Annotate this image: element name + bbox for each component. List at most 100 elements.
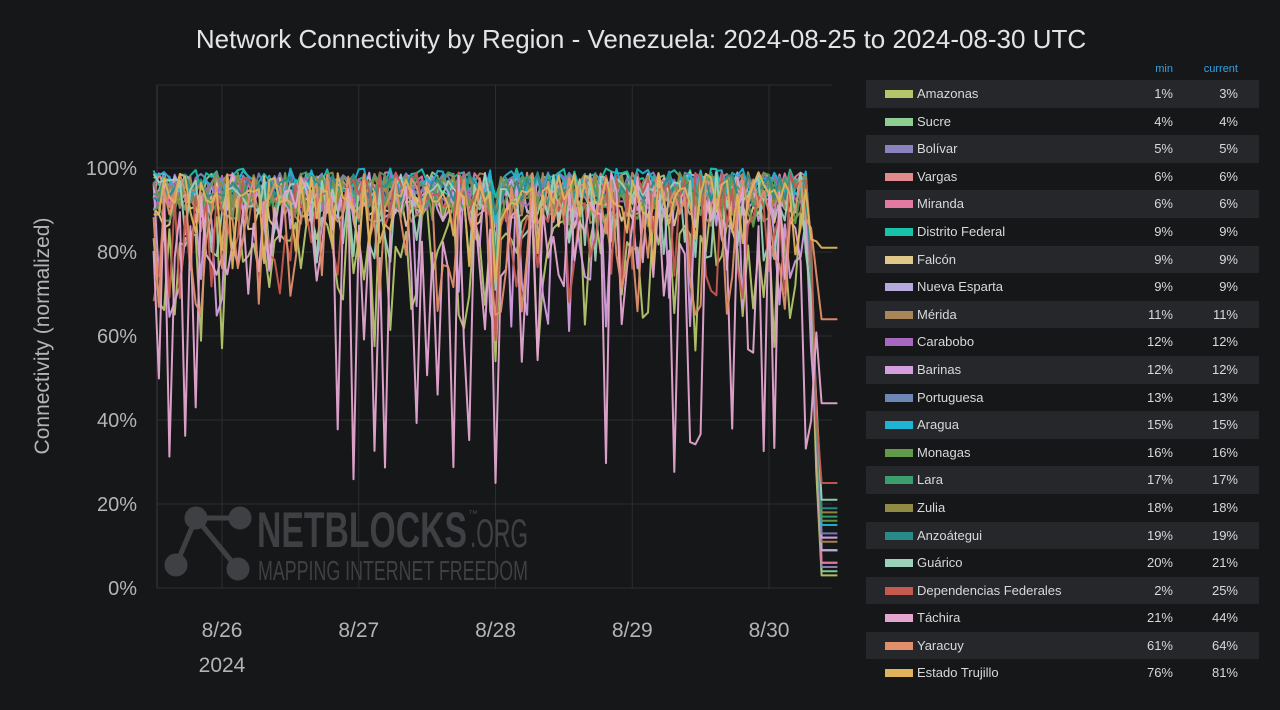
legend-current-value: 11% bbox=[1212, 306, 1238, 322]
legend-row[interactable]: Falcón 9% 9% bbox=[866, 245, 1259, 274]
legend-color-swatch bbox=[885, 283, 913, 292]
legend-current-value: 9% bbox=[1219, 251, 1238, 267]
watermark-tagline: MAPPING INTERNET FREEDOM bbox=[258, 555, 528, 586]
legend-min-value: 6% bbox=[1154, 196, 1173, 212]
legend-color-swatch bbox=[885, 503, 913, 512]
legend-row[interactable]: Táchira 21% 44% bbox=[866, 604, 1259, 632]
legend-min-value: 4% bbox=[1154, 113, 1173, 129]
legend-current-value: 6% bbox=[1219, 196, 1238, 212]
legend-series-name[interactable]: Distrito Federal bbox=[917, 223, 1006, 239]
legend-color-swatch bbox=[885, 200, 913, 209]
x-tick-year-label: 2024 bbox=[199, 654, 246, 677]
legend-series-name[interactable]: Dependencias Federales bbox=[917, 582, 1062, 598]
legend-color-swatch bbox=[885, 365, 913, 374]
legend-row[interactable]: Estado Trujillo 76% 81% bbox=[866, 659, 1259, 687]
legend-series-name[interactable]: Falcón bbox=[917, 251, 957, 267]
legend-series-name[interactable]: Bolívar bbox=[917, 141, 958, 157]
legend-series-name[interactable]: Barinas bbox=[917, 361, 962, 377]
legend-row[interactable]: Aragua 15% 15% bbox=[866, 411, 1259, 439]
y-tick-label: 0% bbox=[108, 578, 137, 600]
legend-min-value: 11% bbox=[1147, 306, 1173, 322]
legend-series-name[interactable]: Nueva Esparta bbox=[917, 279, 1003, 295]
legend-row[interactable]: Guárico 20% 21% bbox=[866, 549, 1259, 577]
legend-color-swatch bbox=[885, 227, 913, 236]
legend-min-value: 9% bbox=[1154, 279, 1173, 295]
x-tick-label: 8/26 bbox=[202, 619, 243, 642]
legend-row[interactable]: Carabobo 12% 12% bbox=[866, 328, 1259, 356]
legend-series-name[interactable]: Mérida bbox=[917, 306, 957, 322]
legend-current-value: 13% bbox=[1211, 389, 1238, 405]
chart-title: Network Connectivity by Region - Venezue… bbox=[195, 24, 1087, 54]
legend-min-value: 12% bbox=[1146, 361, 1173, 377]
legend-row[interactable]: Lara 17% 17% bbox=[866, 466, 1259, 494]
legend-current-header[interactable]: current bbox=[1203, 63, 1238, 75]
chart-axes: 0% 20% 40% 60% 80% 100% Connectivity (normaliz… bbox=[31, 158, 789, 677]
legend-color-swatch bbox=[885, 393, 913, 402]
legend-row[interactable]: Monagas 16% 16% bbox=[866, 439, 1259, 467]
series-line-estado-trujillo bbox=[153, 171, 838, 283]
legend-row[interactable]: Dependencias Federales 2% 25% bbox=[866, 576, 1259, 605]
legend-series-name[interactable]: Guárico bbox=[917, 555, 963, 571]
legend-series-name[interactable]: Amazonas bbox=[917, 86, 979, 101]
legend-series-name[interactable]: Táchira bbox=[917, 610, 961, 626]
x-tick-label: 8/29 bbox=[612, 619, 653, 642]
legend-header: min current bbox=[866, 60, 1259, 80]
legend-min-value: 61% bbox=[1146, 637, 1173, 653]
legend-row[interactable]: Amazonas 1% 3% bbox=[866, 80, 1259, 108]
legend-series-name[interactable]: Aragua bbox=[917, 417, 959, 433]
legend-series-name[interactable]: Miranda bbox=[917, 196, 964, 212]
legend-row[interactable]: Zulia 18% 18% bbox=[866, 494, 1259, 522]
legend-series-name[interactable]: Carabobo bbox=[917, 334, 975, 350]
legend-min-value: 16% bbox=[1146, 444, 1173, 460]
legend-color-swatch bbox=[885, 614, 913, 623]
legend-series-name[interactable]: Lara bbox=[917, 472, 944, 488]
legend-series-name[interactable]: Sucre bbox=[917, 113, 951, 129]
legend-series-name[interactable]: Anzoátegui bbox=[917, 527, 983, 543]
legend-min-value: 2% bbox=[1154, 582, 1173, 598]
legend-series-name[interactable]: Vargas bbox=[917, 168, 958, 184]
legend-series-name[interactable]: Zulia bbox=[917, 499, 946, 515]
legend-current-value: 16% bbox=[1211, 444, 1238, 460]
legend-color-swatch bbox=[885, 172, 913, 181]
legend-current-value: 21% bbox=[1211, 555, 1238, 571]
legend-min-value: 9% bbox=[1154, 223, 1173, 239]
legend-row[interactable]: Miranda 6% 6% bbox=[866, 190, 1259, 218]
legend-min-value: 21% bbox=[1146, 610, 1173, 626]
legend-row[interactable]: Yaracuy 61% 64% bbox=[866, 631, 1259, 660]
legend-current-value: 19% bbox=[1211, 527, 1238, 543]
legend-row[interactable]: Mérida 11% 11% bbox=[866, 300, 1259, 329]
legend-current-value: 17% bbox=[1211, 472, 1238, 488]
legend-series-name[interactable]: Yaracuy bbox=[917, 637, 964, 653]
legend-color-swatch bbox=[885, 421, 913, 430]
legend-row[interactable]: Nueva Esparta 9% 9% bbox=[866, 273, 1259, 301]
legend-color-swatch bbox=[885, 338, 913, 347]
legend-min-header[interactable]: min bbox=[1155, 63, 1173, 75]
legend-row[interactable]: Distrito Federal 9% 9% bbox=[866, 218, 1259, 246]
legend-min-value: 6% bbox=[1154, 168, 1173, 184]
legend-row[interactable]: Barinas 12% 12% bbox=[866, 355, 1259, 384]
legend-min-value: 76% bbox=[1146, 665, 1173, 681]
y-tick-label: 40% bbox=[97, 410, 137, 432]
legend-color-swatch bbox=[885, 448, 913, 457]
legend-color-swatch bbox=[885, 641, 913, 650]
legend-series-name[interactable]: Portuguesa bbox=[917, 389, 984, 405]
legend-row[interactable]: Bolívar 5% 5% bbox=[866, 135, 1259, 163]
legend-row[interactable]: Anzoátegui 19% 19% bbox=[866, 521, 1259, 550]
legend-color-swatch bbox=[885, 586, 913, 595]
legend-row[interactable]: Sucre 4% 4% bbox=[866, 108, 1259, 136]
legend-min-value: 20% bbox=[1146, 555, 1173, 571]
legend-color-swatch bbox=[885, 669, 913, 678]
y-tick-label: 80% bbox=[97, 242, 137, 264]
legend-min-value: 1% bbox=[1154, 86, 1173, 101]
legend-min-value: 19% bbox=[1146, 527, 1173, 543]
legend-series-name[interactable]: Estado Trujillo bbox=[917, 665, 999, 681]
legend-current-value: 12% bbox=[1211, 334, 1238, 350]
x-tick-label: 8/28 bbox=[475, 619, 516, 642]
legend-series-name[interactable]: Monagas bbox=[917, 444, 971, 460]
legend-current-value: 44% bbox=[1211, 610, 1238, 626]
legend-row[interactable]: Portuguesa 13% 13% bbox=[866, 384, 1259, 412]
legend-color-swatch bbox=[885, 531, 913, 540]
legend-current-value: 25% bbox=[1211, 582, 1238, 598]
legend-row[interactable]: Vargas 6% 6% bbox=[866, 163, 1259, 191]
